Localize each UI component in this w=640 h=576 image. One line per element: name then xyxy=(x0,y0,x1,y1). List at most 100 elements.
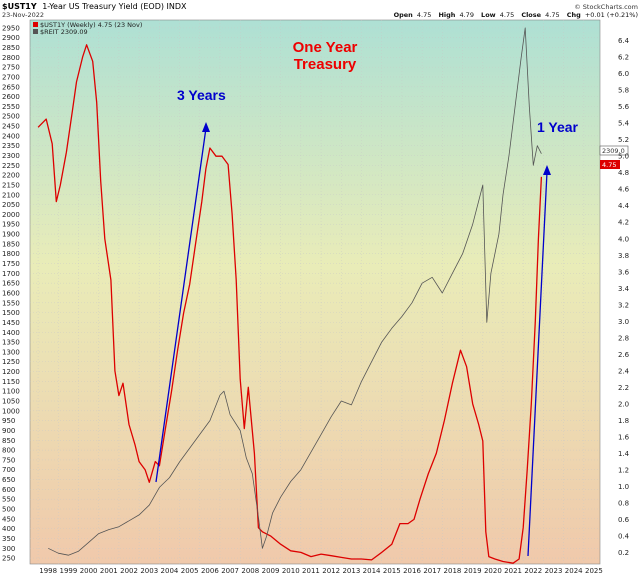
legend-reit: $REIT 2309.09 xyxy=(40,28,88,36)
left-tick-label: 1350 xyxy=(2,339,20,347)
price-label-yield: 4.75 xyxy=(602,161,616,169)
left-tick-label: 1500 xyxy=(2,309,20,317)
left-tick-label: 800 xyxy=(2,447,15,455)
right-tick-label: 0.4 xyxy=(618,532,630,540)
x-tick-label: 2007 xyxy=(221,567,239,575)
left-tick-label: 2250 xyxy=(2,162,20,170)
right-tick-label: 0.6 xyxy=(618,516,630,524)
left-tick-label: 1750 xyxy=(2,260,20,268)
price-label-reit-box xyxy=(599,145,629,156)
right-tick-label: 4.0 xyxy=(618,235,629,243)
low-label: Low xyxy=(481,11,496,19)
right-tick-label: 2.0 xyxy=(618,400,629,408)
right-tick-label: 4.2 xyxy=(618,219,629,227)
x-tick-label: 2002 xyxy=(120,567,138,575)
right-tick-label: 5.0 xyxy=(618,153,629,161)
chg-label: Chg xyxy=(567,11,581,19)
right-tick-label: 4.4 xyxy=(618,202,630,210)
left-tick-label: 1650 xyxy=(2,280,20,288)
right-tick-label: 2.8 xyxy=(618,334,629,342)
close-value: 4.75 xyxy=(545,11,559,19)
left-tick-label: 1600 xyxy=(2,289,20,297)
left-tick-label: 2850 xyxy=(2,44,20,52)
x-tick-label: 2022 xyxy=(524,567,542,575)
x-tick-label: 2009 xyxy=(262,567,280,575)
right-tick-label: 4.8 xyxy=(618,169,629,177)
left-tick-label: 1200 xyxy=(2,368,20,376)
open-label: Open xyxy=(394,11,414,19)
right-tick-label: 2.2 xyxy=(618,384,629,392)
right-tick-label: 6.4 xyxy=(618,37,630,45)
right-tick-label: 3.8 xyxy=(618,252,629,260)
left-tick-label: 2650 xyxy=(2,83,20,91)
source-credit: © StockCharts.com xyxy=(574,3,638,11)
x-tick-label: 2019 xyxy=(464,567,482,575)
left-tick-label: 500 xyxy=(2,506,15,514)
annotation-three-years: 3 Years xyxy=(177,87,226,103)
left-tick-label: 1050 xyxy=(2,397,20,405)
legend-yield: $UST1Y (Weekly) 4.75 (23 Nov) xyxy=(40,21,142,29)
x-tick-label: 2010 xyxy=(282,567,300,575)
left-tick-label: 1400 xyxy=(2,329,20,337)
right-tick-label: 1.8 xyxy=(618,417,629,425)
left-tick-label: 250 xyxy=(2,555,15,563)
left-tick-label: 2700 xyxy=(2,73,20,81)
x-tick-label: 2016 xyxy=(403,567,421,575)
left-tick-label: 2500 xyxy=(2,113,20,121)
right-tick-label: 2.6 xyxy=(618,351,630,359)
left-tick-label: 450 xyxy=(2,515,15,523)
x-tick-label: 2018 xyxy=(444,567,462,575)
left-tick-label: 650 xyxy=(2,476,15,484)
left-tick-label: 2150 xyxy=(2,181,20,189)
left-tick-label: 1450 xyxy=(2,319,20,327)
annotation-title-line1: One Year xyxy=(293,39,358,56)
x-tick-label: 2011 xyxy=(302,567,320,575)
x-tick-label: 2003 xyxy=(140,567,158,575)
left-tick-label: 2550 xyxy=(2,103,20,111)
left-tick-label: 850 xyxy=(2,437,15,445)
left-tick-label: 1000 xyxy=(2,407,20,415)
price-label-reit: 2309.0 xyxy=(602,147,625,155)
left-tick-label: 1900 xyxy=(2,231,20,239)
left-tick-label: 550 xyxy=(2,496,15,504)
arrow-one-year xyxy=(527,171,548,557)
left-tick-label: 400 xyxy=(2,525,15,533)
chart-date: 23-Nov-2022 xyxy=(2,11,44,19)
series-line-yield xyxy=(37,44,543,564)
arrow-head-three-years xyxy=(202,122,210,132)
series-layer xyxy=(37,27,543,564)
left-tick-label: 1700 xyxy=(2,270,20,278)
series-line-reit xyxy=(48,27,542,556)
right-tick-label: 0.2 xyxy=(618,549,629,557)
x-tick-label: 2020 xyxy=(484,567,502,575)
x-tick-label: 2014 xyxy=(363,567,381,575)
left-tick-label: 2100 xyxy=(2,191,20,199)
left-tick-label: 1800 xyxy=(2,250,20,258)
right-tick-label: 1.4 xyxy=(618,450,630,458)
x-tick-label: 2001 xyxy=(100,567,118,575)
left-tick-label: 900 xyxy=(2,427,15,435)
left-tick-label: 1550 xyxy=(2,299,20,307)
left-tick-label: 2200 xyxy=(2,172,20,180)
right-tick-label: 5.8 xyxy=(618,87,629,95)
left-tick-label: 1250 xyxy=(2,358,20,366)
left-tick-label: 2900 xyxy=(2,34,20,42)
left-tick-label: 2450 xyxy=(2,123,20,131)
right-tick-label: 1.2 xyxy=(618,466,629,474)
left-tick-label: 2300 xyxy=(2,152,20,160)
right-tick-label: 6.0 xyxy=(618,70,629,78)
left-tick-label: 1150 xyxy=(2,378,20,386)
x-tick-label: 2004 xyxy=(161,567,179,575)
left-tick-label: 2400 xyxy=(2,132,20,140)
x-tick-label: 2012 xyxy=(322,567,340,575)
high-label: High xyxy=(438,11,455,19)
arrow-head-one-year xyxy=(543,165,551,175)
right-tick-label: 1.6 xyxy=(618,433,630,441)
close-label: Close xyxy=(521,11,541,19)
symbol: $UST1Y xyxy=(2,2,37,11)
left-tick-label: 750 xyxy=(2,456,15,464)
symbol-description: 1-Year US Treasury Yield (EOD) INDX xyxy=(42,2,187,11)
right-tick-label: 5.6 xyxy=(618,103,630,111)
right-tick-label: 6.2 xyxy=(618,54,629,62)
